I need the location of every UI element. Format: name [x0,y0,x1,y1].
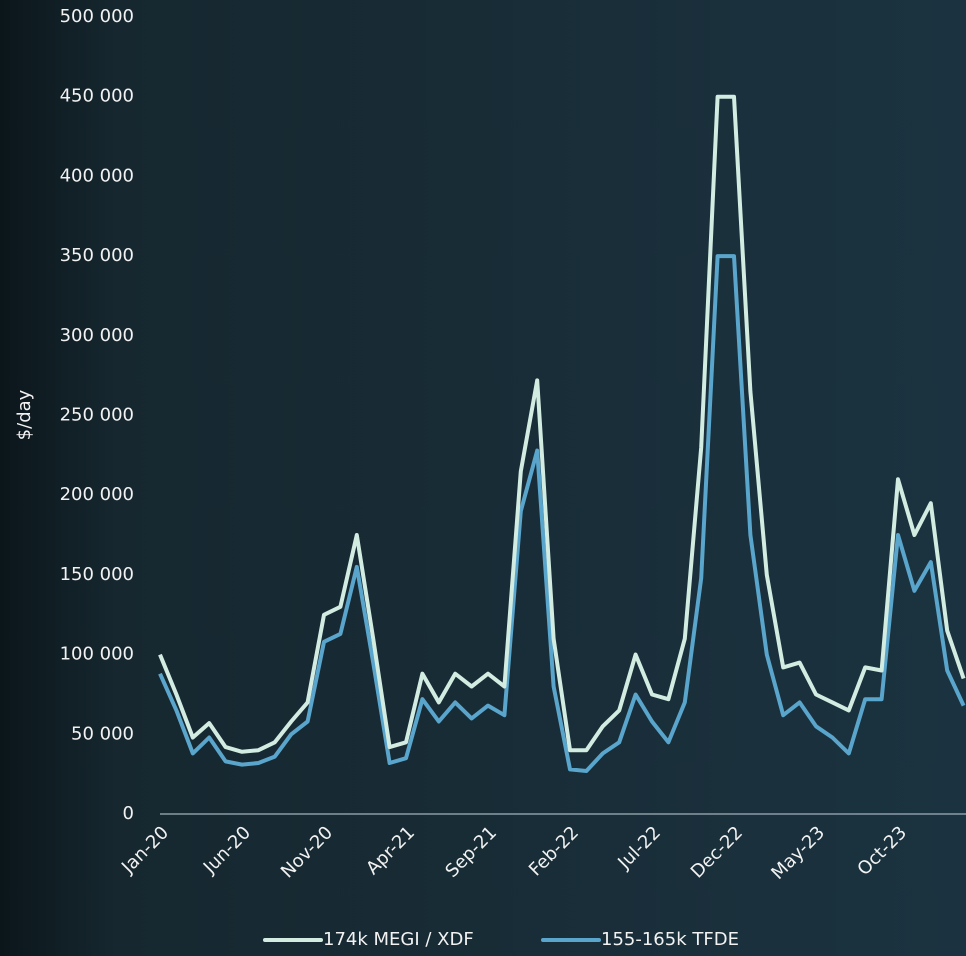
legend-label: 174k MEGI / XDF [323,929,474,950]
y-tick-label: 0 [123,803,134,824]
y-axis-label: $/day [14,389,35,440]
y-tick-label: 250 000 [60,405,134,426]
y-tick-label: 450 000 [60,86,134,107]
y-tick-label: 100 000 [60,644,134,665]
y-tick-label: 350 000 [60,245,134,266]
y-tick-label: 500 000 [60,6,134,27]
series-line [158,94,966,754]
series-line [158,254,966,773]
y-tick-label: 300 000 [60,325,134,346]
y-tick-label: 50 000 [71,723,134,744]
y-tick-label: 400 000 [60,165,134,186]
y-tick-label: 200 000 [60,484,134,505]
y-tick-label: 150 000 [60,564,134,585]
legend-label: 155-165k TFDE [601,929,739,950]
